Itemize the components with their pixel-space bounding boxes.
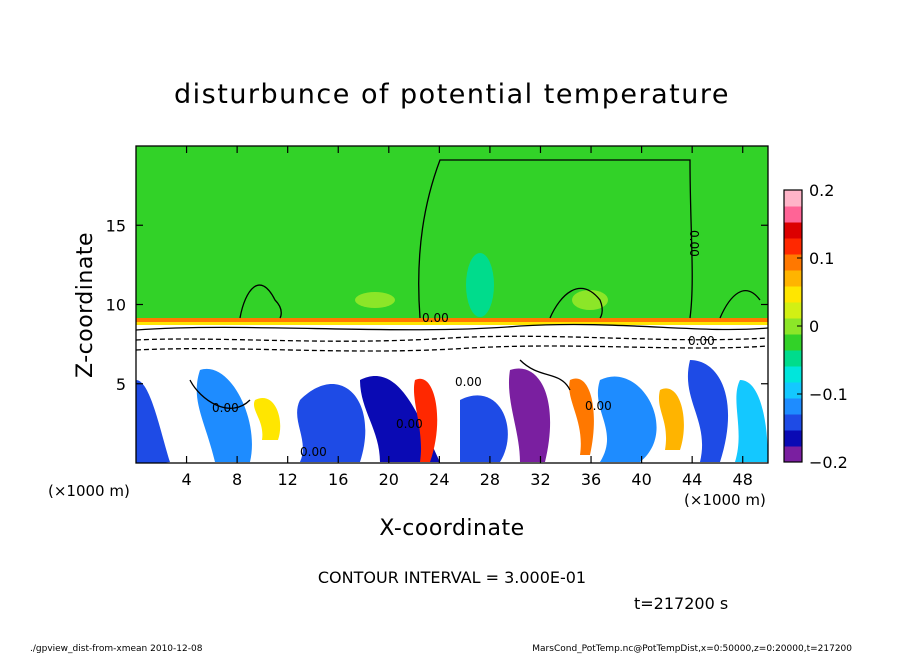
warm-plume xyxy=(658,388,684,450)
heatmap-plot: 0.00 0.00 0.00 0.00 0.00 0.00 0.00 0.00 xyxy=(136,146,768,463)
footer-right: MarsCond_PotTemp.nc@PotTempDist,x=0:5000… xyxy=(532,644,852,654)
y-axis-label: Z-coordinate xyxy=(73,232,98,378)
upper-patch xyxy=(572,290,608,310)
x-tick-label: 20 xyxy=(379,470,399,489)
contour-label: 0.00 xyxy=(422,311,449,325)
cold-plume xyxy=(508,368,551,462)
x-tick-label: 32 xyxy=(530,470,550,489)
x-tick-label: 44 xyxy=(682,470,702,489)
colorbar-swatch xyxy=(784,366,802,383)
contour-lines xyxy=(136,159,768,409)
x-tick-label: 36 xyxy=(581,470,601,489)
colorbar-swatch xyxy=(784,430,802,447)
warm-plume xyxy=(253,398,281,440)
colorbar-tick-label: 0.2 xyxy=(809,181,834,200)
chart-title: disturbunce of potential temperature xyxy=(174,79,730,110)
colorbar-swatch xyxy=(784,318,802,335)
colorbar-swatch xyxy=(784,238,802,255)
colorbar-swatch xyxy=(784,254,802,271)
colorbar-swatch xyxy=(784,382,802,399)
colorbar-tick-label: 0.1 xyxy=(809,249,834,268)
colorbar-swatch xyxy=(784,270,802,287)
x-unit-right: (×1000 m) xyxy=(684,491,766,509)
colorbar-swatch xyxy=(784,302,802,319)
cold-plume xyxy=(687,360,729,462)
warm-plume xyxy=(569,378,594,455)
contour-label: 0.00 xyxy=(396,417,423,431)
cold-plume xyxy=(297,383,366,462)
contour-label: 0.00 xyxy=(585,399,612,413)
contour-label: 0.00 xyxy=(687,230,701,257)
warm-plume xyxy=(413,378,438,462)
colorbar-swatch xyxy=(784,190,802,207)
contour-labels: 0.00 0.00 0.00 0.00 0.00 0.00 0.00 0.00 xyxy=(212,230,715,459)
contour-interval: CONTOUR INTERVAL = 3.000E-01 xyxy=(318,568,586,587)
x-axis-label: X-coordinate xyxy=(379,516,524,541)
time-label: t=217200 s xyxy=(634,594,728,613)
footer-left: ./gpview_dist-from-xmean 2010-12-08 xyxy=(30,644,203,654)
x-unit-left: (×1000 m) xyxy=(48,482,130,500)
x-axis: 4 8 12 16 20 24 28 32 36 40 44 48 xyxy=(181,146,753,489)
colorbar-swatch xyxy=(784,398,802,415)
contour-label: 0.00 xyxy=(212,401,239,415)
colorbar-tick-label: 0 xyxy=(809,317,819,336)
colorbar-swatch xyxy=(784,446,802,463)
colorbar-tick-label: −0.2 xyxy=(809,453,848,472)
x-tick-label: 48 xyxy=(733,470,753,489)
y-axis: 5 10 15 xyxy=(106,216,768,394)
colorbar-swatch xyxy=(784,206,802,223)
x-tick-label: 24 xyxy=(429,470,449,489)
x-tick-label: 4 xyxy=(181,470,191,489)
colorbar xyxy=(784,190,802,463)
x-tick-label: 28 xyxy=(480,470,500,489)
cold-plume xyxy=(460,395,508,462)
x-tick-label: 16 xyxy=(328,470,348,489)
colorbar-swatch xyxy=(784,350,802,367)
cold-plume xyxy=(360,376,440,462)
colorbar-swatch xyxy=(784,222,802,239)
contour-label: 0.00 xyxy=(300,445,327,459)
x-tick-label: 8 xyxy=(232,470,242,489)
upper-patch xyxy=(355,292,395,308)
upper-patch xyxy=(466,253,494,317)
colorbar-swatch xyxy=(784,334,802,351)
inversion-band-red xyxy=(136,318,768,322)
y-tick-label: 15 xyxy=(106,216,126,235)
colorbar-tick-label: −0.1 xyxy=(809,385,848,404)
x-tick-label: 12 xyxy=(278,470,298,489)
inversion-band-yellow xyxy=(136,322,768,325)
cold-plume xyxy=(735,380,768,462)
y-tick-label: 5 xyxy=(116,375,126,394)
cold-plume xyxy=(597,376,657,462)
cold-plume xyxy=(196,368,252,462)
colorbar-swatch xyxy=(784,414,802,431)
x-tick-label: 40 xyxy=(631,470,651,489)
contour-label: 0.00 xyxy=(688,334,715,348)
colorbar-swatch xyxy=(784,286,802,303)
cold-plume xyxy=(136,380,170,463)
contour-label: 0.00 xyxy=(455,375,482,389)
y-tick-label: 10 xyxy=(106,296,126,315)
colorbar-ticks: 0.2 0.1 0 −0.1 −0.2 xyxy=(797,181,848,472)
